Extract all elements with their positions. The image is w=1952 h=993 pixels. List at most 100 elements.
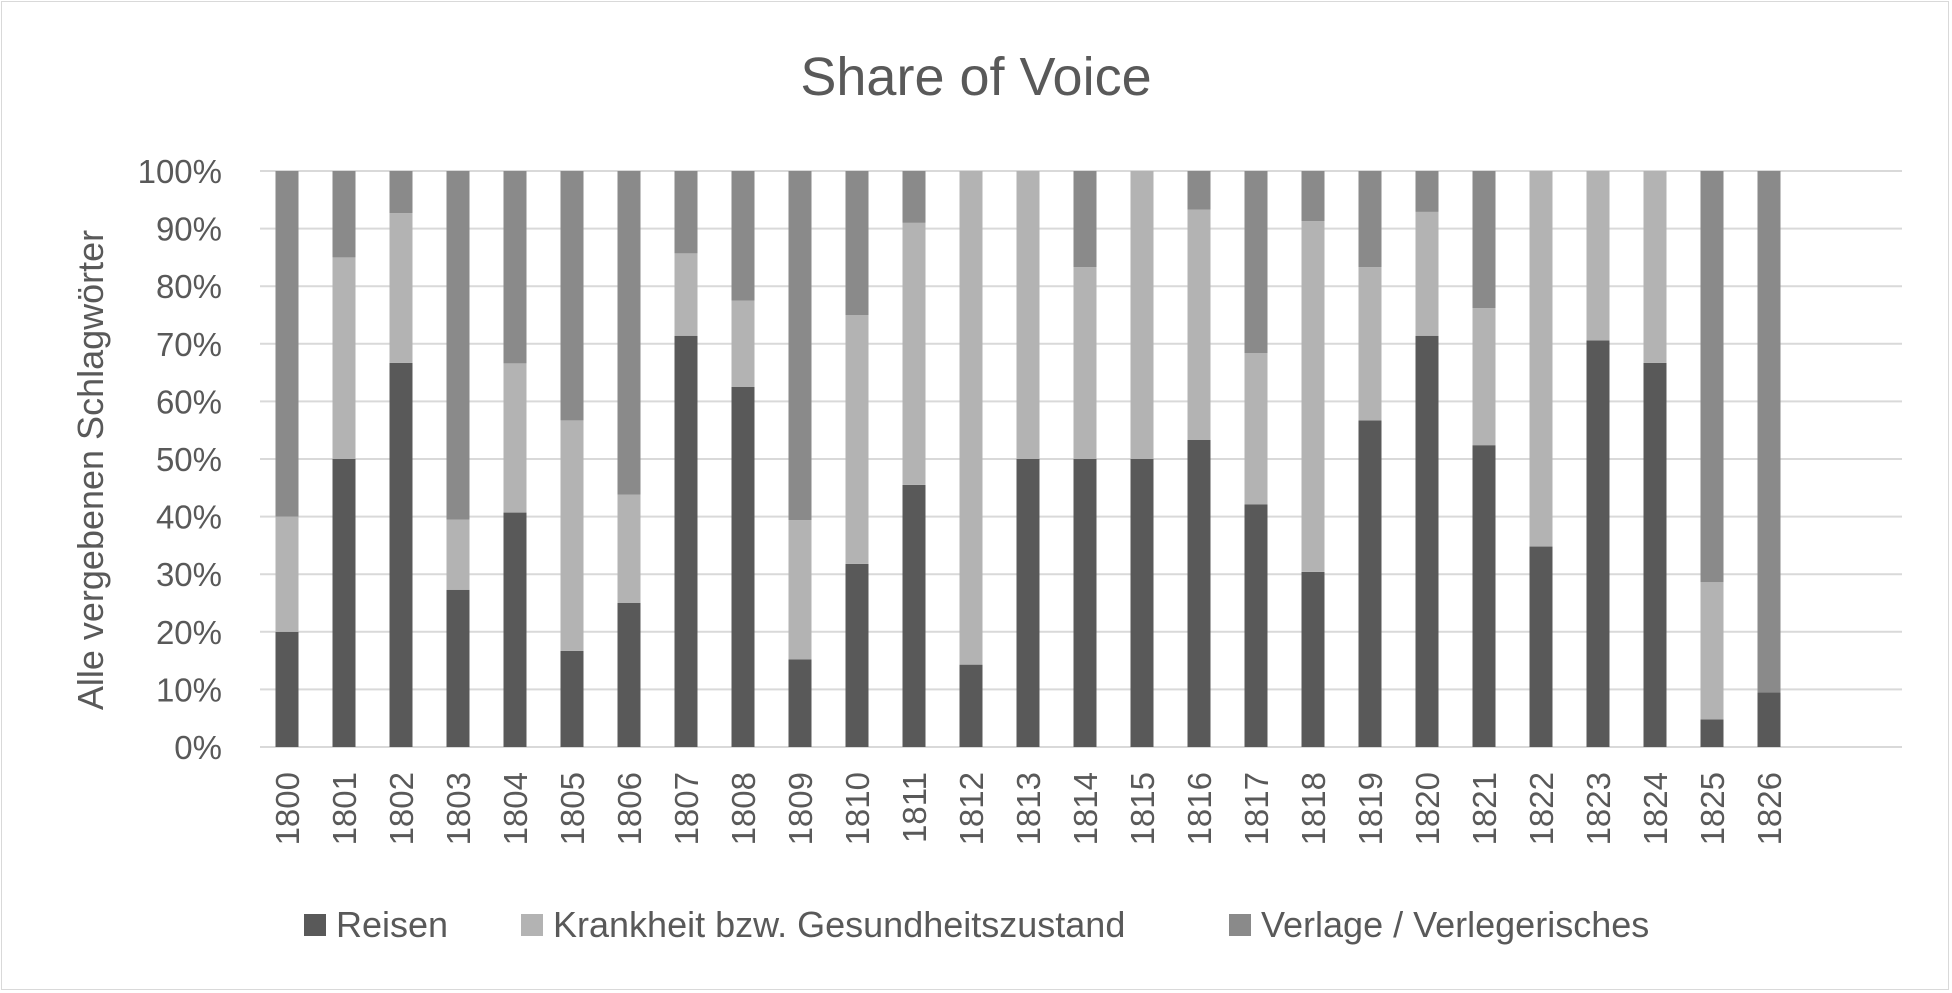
bar-segment [1700, 582, 1724, 720]
bar-segment [1700, 171, 1724, 583]
x-tick-label: 1800 [269, 772, 306, 845]
y-tick-labels: 0% 10% 20% 30% 40% 50% 60% 70% 80% 90% 100% [138, 153, 222, 766]
legend-swatch [1229, 914, 1251, 936]
x-tick-label: 1809 [782, 772, 819, 845]
y-tick-label: 40% [156, 499, 222, 536]
bar-segment [1244, 504, 1268, 747]
chart-title: Share of Voice [800, 47, 1151, 107]
x-tick-label: 1804 [497, 772, 534, 845]
bar-segment [1358, 267, 1382, 421]
bar-segment [1358, 420, 1382, 747]
bar-segment [1529, 171, 1553, 547]
bar-segment [1529, 546, 1553, 747]
y-axis-label: Alle vergebenen Schlagwörter [70, 230, 111, 710]
x-tick-label: 1802 [383, 772, 420, 845]
x-tick-label: 1815 [1124, 772, 1161, 845]
bar-segment [1016, 459, 1040, 747]
bar-segment [560, 650, 584, 747]
x-tick-label: 1826 [1751, 772, 1788, 845]
bar-segment [1358, 171, 1382, 268]
bar-segment [275, 631, 299, 747]
bar-segment [674, 253, 698, 336]
y-tick-label: 70% [156, 326, 222, 363]
bar-segment [332, 459, 356, 747]
x-tick-label: 1822 [1523, 772, 1560, 845]
y-tick-label: 50% [156, 441, 222, 478]
x-tick-label: 1821 [1466, 772, 1503, 845]
bar-segment [1643, 171, 1667, 363]
bar-segment [446, 519, 470, 590]
x-tick-label: 1818 [1295, 772, 1332, 845]
bar-segment [617, 171, 641, 495]
bar-segment [1643, 362, 1667, 747]
x-tick-labels: 1800 1801 1802 1803 1804 1805 1806 1807 1808 1809… [269, 772, 1788, 845]
bar-segment [1244, 171, 1268, 354]
x-tick-label: 1819 [1352, 772, 1389, 845]
bar-segment [275, 171, 299, 517]
x-tick-label: 1824 [1637, 772, 1674, 845]
bar-segment [1472, 308, 1496, 446]
bar-segment [788, 520, 812, 660]
bar-segment [1586, 171, 1610, 341]
bar-segment [902, 171, 926, 223]
x-tick-label: 1808 [725, 772, 762, 845]
bar-segment [788, 171, 812, 521]
x-tick-label: 1820 [1409, 772, 1446, 845]
y-tick-label: 10% [156, 671, 222, 708]
bar-segment [1700, 719, 1724, 747]
y-tick-label: 30% [156, 556, 222, 593]
bar-segment [1187, 209, 1211, 440]
bar-segment [446, 171, 470, 520]
bar-segment [560, 171, 584, 421]
x-tick-label: 1823 [1580, 772, 1617, 845]
bar-segment [503, 171, 527, 364]
x-tick-label: 1805 [554, 772, 591, 845]
x-tick-label: 1825 [1694, 772, 1731, 845]
bar-segment [389, 213, 413, 363]
x-tick-label: 1814 [1067, 772, 1104, 845]
bar-segment [1757, 171, 1781, 693]
x-tick-label: 1813 [1010, 772, 1047, 845]
bar-segment [1130, 171, 1154, 459]
y-tick-label: 60% [156, 383, 222, 420]
bar-segment [1301, 171, 1325, 222]
legend-label: Reisen [336, 904, 448, 945]
x-tick-label: 1807 [668, 772, 705, 845]
bars [275, 171, 1781, 747]
bar-segment [845, 171, 869, 315]
y-tick-label: 100% [138, 153, 222, 190]
bar-segment [446, 589, 470, 747]
bar-segment [560, 420, 584, 651]
x-tick-label: 1817 [1238, 772, 1275, 845]
x-tick-label: 1801 [326, 772, 363, 845]
bar-segment [332, 257, 356, 459]
bar-segment [617, 494, 641, 603]
y-tick-label: 80% [156, 268, 222, 305]
bar-segment [1244, 353, 1268, 505]
y-tick-label: 90% [156, 211, 222, 248]
bar-segment [1187, 439, 1211, 747]
bar-segment [1130, 459, 1154, 747]
bar-segment [731, 387, 755, 747]
bar-segment [1757, 692, 1781, 747]
legend: Reisen Krankheit bzw. Gesundheitszustand V… [304, 904, 1649, 945]
legend-swatch [521, 914, 543, 936]
bar-segment [1415, 335, 1439, 747]
x-tick-label: 1806 [611, 772, 648, 845]
bar-segment [1472, 171, 1496, 309]
bar-segment [389, 362, 413, 747]
bar-segment [674, 335, 698, 747]
bar-segment [731, 300, 755, 387]
legend-label: Krankheit bzw. Gesundheitszustand [553, 904, 1125, 945]
bar-segment [731, 171, 755, 301]
bar-segment [959, 664, 983, 747]
legend-label: Verlage / Verlegerisches [1261, 904, 1649, 945]
bar-segment [1301, 221, 1325, 572]
bar-segment [275, 516, 299, 632]
bar-segment [1073, 171, 1097, 268]
bar-segment [617, 603, 641, 747]
bar-segment [389, 171, 413, 214]
x-tick-label: 1811 [896, 772, 933, 843]
bar-segment [902, 484, 926, 747]
bar-segment [1073, 459, 1097, 747]
